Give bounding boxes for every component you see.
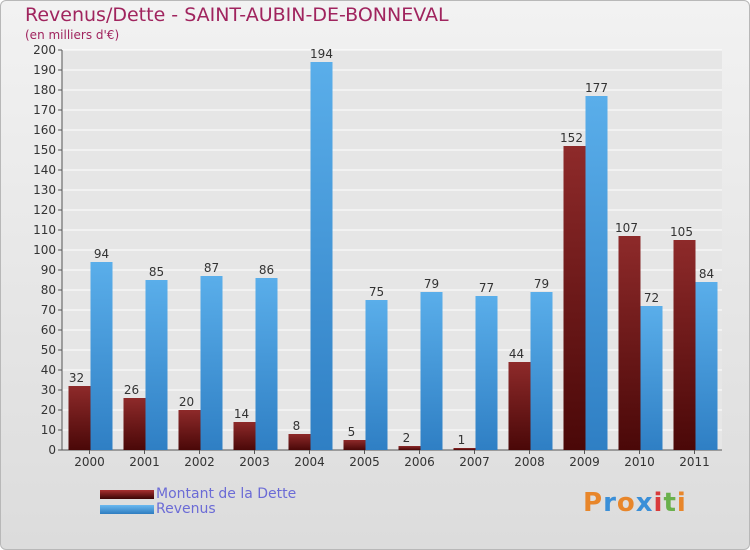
- data-label-dette: 2: [403, 431, 411, 445]
- y-tick-label: 190: [33, 63, 56, 77]
- x-tick-label: 2004: [294, 455, 325, 469]
- x-tick-label: 2001: [129, 455, 160, 469]
- legend-swatch-revenus: [100, 505, 154, 514]
- logo-letter: o: [616, 488, 636, 518]
- bar-revenus: [90, 262, 113, 450]
- x-tick-label: 2005: [349, 455, 380, 469]
- bar-revenus: [420, 292, 443, 450]
- data-label-dette: 1: [458, 433, 466, 447]
- data-label-dette: 8: [293, 419, 301, 433]
- x-tick-label: 2010: [624, 455, 655, 469]
- data-label-revenus: 79: [424, 277, 439, 291]
- x-tick-label: 2007: [459, 455, 490, 469]
- logo-letter: P: [583, 488, 604, 518]
- bar-dette: [563, 146, 586, 450]
- bar-dette: [343, 440, 366, 450]
- bar-dette: [453, 448, 476, 450]
- data-label-dette: 32: [69, 371, 84, 385]
- y-tick-label: 110: [33, 223, 56, 237]
- data-label-revenus: 86: [259, 263, 274, 277]
- y-tick-label: 140: [33, 163, 56, 177]
- y-tick-label: 90: [41, 263, 56, 277]
- data-label-revenus: 194: [310, 47, 333, 61]
- data-label-revenus: 77: [479, 281, 494, 295]
- y-tick-label: 60: [41, 323, 56, 337]
- y-tick-label: 160: [33, 123, 56, 137]
- chart-subtitle: (en milliers d'€): [25, 28, 120, 42]
- logo-letter: r: [603, 488, 617, 518]
- y-tick-label: 0: [48, 443, 56, 457]
- y-tick-label: 70: [41, 303, 56, 317]
- data-label-revenus: 85: [149, 265, 164, 279]
- x-tick-label: 2000: [74, 455, 105, 469]
- data-label-dette: 105: [670, 225, 693, 239]
- y-tick-label: 10: [41, 423, 56, 437]
- data-label-dette: 26: [124, 383, 139, 397]
- x-tick-label: 2003: [239, 455, 270, 469]
- x-tick-label: 2011: [679, 455, 710, 469]
- logo-letter: t: [663, 488, 677, 518]
- data-label-revenus: 87: [204, 261, 219, 275]
- y-tick-label: 20: [41, 403, 56, 417]
- logo-letter: i: [676, 488, 687, 518]
- bar-dette: [398, 446, 421, 450]
- proxiti-logo: Proxiti: [583, 488, 687, 518]
- data-label-revenus: 75: [369, 285, 384, 299]
- bar-revenus: [695, 282, 718, 450]
- y-tick-label: 80: [41, 283, 56, 297]
- legend-label-dette: Montant de la Dette: [156, 486, 297, 502]
- bar-dette: [233, 422, 256, 450]
- y-tick-label: 180: [33, 83, 56, 97]
- x-tick-label: 2006: [404, 455, 435, 469]
- legend-swatch-dette: [100, 490, 154, 499]
- legend-label-revenus: Revenus: [156, 501, 216, 517]
- bar-dette: [288, 434, 311, 450]
- bar-revenus: [585, 96, 608, 450]
- bar-dette: [618, 236, 641, 450]
- data-label-dette: 44: [509, 347, 524, 361]
- data-label-dette: 152: [560, 131, 583, 145]
- bar-dette: [178, 410, 201, 450]
- data-label-dette: 107: [615, 221, 638, 235]
- data-label-revenus: 84: [699, 267, 714, 281]
- bar-dette: [508, 362, 531, 450]
- y-tick-label: 200: [33, 43, 56, 57]
- data-label-dette: 14: [234, 407, 249, 421]
- data-label-dette: 5: [348, 425, 356, 439]
- y-tick-label: 120: [33, 203, 56, 217]
- y-tick-label: 30: [41, 383, 56, 397]
- y-tick-label: 100: [33, 243, 56, 257]
- x-tick-label: 2002: [184, 455, 215, 469]
- x-tick-label: 2009: [569, 455, 600, 469]
- data-label-revenus: 72: [644, 291, 659, 305]
- data-label-revenus: 79: [534, 277, 549, 291]
- bar-revenus: [145, 280, 168, 450]
- bar-dette: [68, 386, 91, 450]
- logo-letter: x: [635, 488, 654, 518]
- bar-revenus: [365, 300, 388, 450]
- y-tick-label: 170: [33, 103, 56, 117]
- y-tick-label: 50: [41, 343, 56, 357]
- bar-revenus: [640, 306, 663, 450]
- y-tick-label: 40: [41, 363, 56, 377]
- bar-revenus: [200, 276, 223, 450]
- y-tick-label: 150: [33, 143, 56, 157]
- data-label-dette: 20: [179, 395, 194, 409]
- bar-revenus: [475, 296, 498, 450]
- bar-dette: [123, 398, 146, 450]
- bar-revenus: [310, 62, 333, 450]
- data-label-revenus: 177: [585, 81, 608, 95]
- bar-revenus: [255, 278, 278, 450]
- y-tick-label: 130: [33, 183, 56, 197]
- bar-revenus: [530, 292, 553, 450]
- bar-dette: [673, 240, 696, 450]
- chart-title: Revenus/Dette - SAINT-AUBIN-DE-BONNEVAL: [25, 4, 449, 26]
- data-label-revenus: 94: [94, 247, 109, 261]
- logo-letter: i: [653, 488, 664, 518]
- x-tick-label: 2008: [514, 455, 545, 469]
